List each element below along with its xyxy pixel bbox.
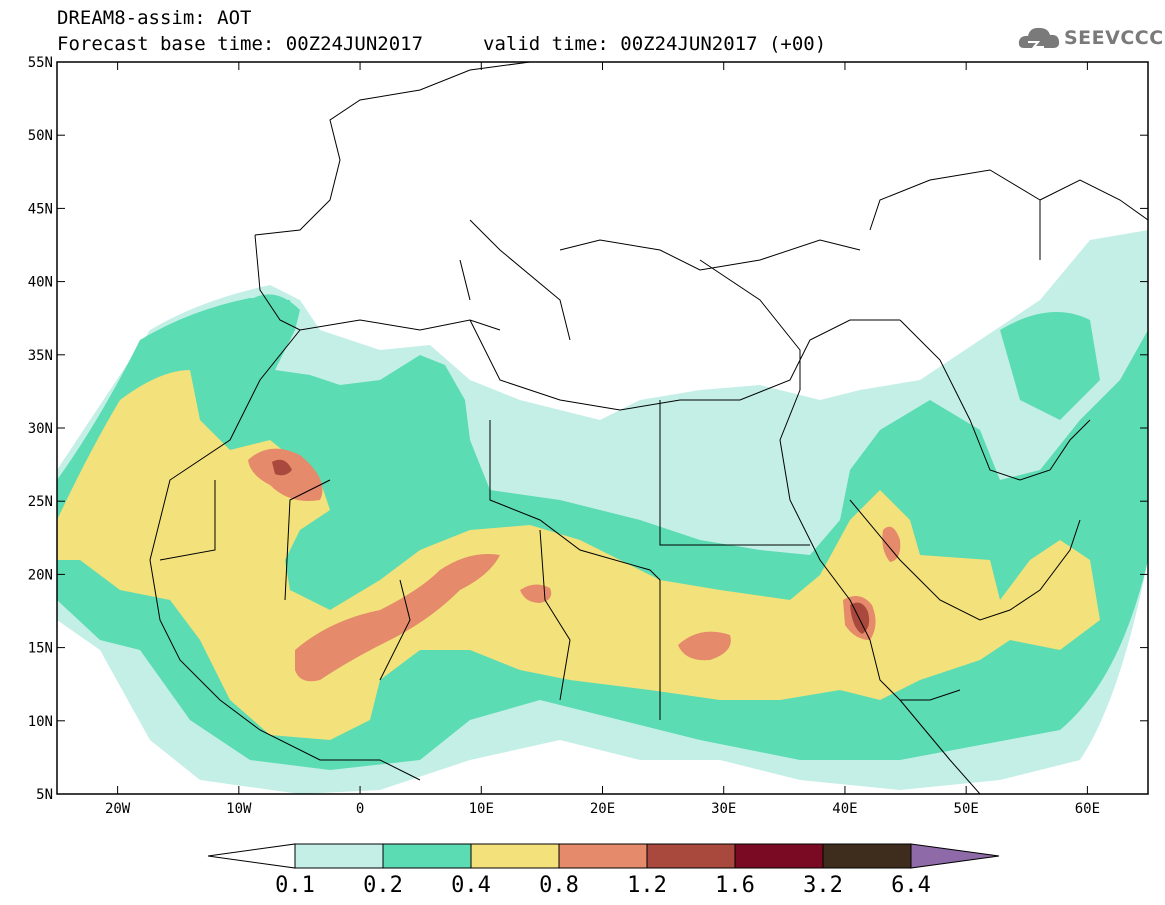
colorbar-segment bbox=[558, 843, 648, 869]
cloud-icon bbox=[1018, 27, 1060, 48]
lat-tick-label: 50N bbox=[28, 128, 53, 144]
colorbar-label: 1.2 bbox=[627, 873, 667, 898]
logo-text: SEEVCCC bbox=[1064, 27, 1164, 49]
colorbar-label: 1.6 bbox=[715, 873, 755, 898]
colorbar-segment bbox=[470, 843, 560, 869]
colorbar bbox=[207, 843, 1000, 869]
lon-tick-label: 40E bbox=[832, 801, 857, 817]
lat-tick-label: 25N bbox=[28, 494, 53, 510]
lon-tick-label: 10E bbox=[469, 801, 494, 817]
lat-tick-label: 35N bbox=[28, 348, 53, 364]
colorbar-segment bbox=[822, 843, 912, 869]
colorbar-low-arrow bbox=[207, 843, 296, 869]
colorbar-label: 3.2 bbox=[803, 873, 843, 898]
colorbar-segment bbox=[294, 843, 384, 869]
forecast-base-time: Forecast base time: 00Z24JUN2017 bbox=[57, 33, 424, 55]
lon-tick-label: 10W bbox=[226, 801, 252, 817]
colorbar-label: 6.4 bbox=[891, 873, 931, 898]
lat-tick-label: 20N bbox=[28, 567, 53, 583]
colorbar-label: 0.1 bbox=[275, 873, 315, 898]
colorbar-label: 0.2 bbox=[363, 873, 403, 898]
colorbar-label: 0.8 bbox=[539, 873, 579, 898]
lat-tick-label: 10N bbox=[28, 714, 53, 730]
lat-tick-label: 45N bbox=[28, 201, 53, 217]
lat-tick-label: 5N bbox=[36, 787, 53, 803]
colorbar-segment bbox=[734, 843, 824, 869]
lat-tick-label: 30N bbox=[28, 421, 53, 437]
valid-time: valid time: 00Z24JUN2017 (+00) bbox=[483, 33, 827, 55]
map-title: DREAM8-assim: AOT bbox=[57, 7, 252, 29]
lon-tick-label: 60E bbox=[1075, 801, 1100, 817]
lon-tick-label: 0 bbox=[356, 801, 364, 817]
lon-tick-label: 20W bbox=[105, 801, 131, 817]
colorbar-label: 0.4 bbox=[451, 873, 491, 898]
lon-tick-label: 30E bbox=[711, 801, 736, 817]
aot-field bbox=[57, 62, 1148, 794]
lon-tick-label: 20E bbox=[590, 801, 615, 817]
lat-tick-label: 40N bbox=[28, 275, 53, 291]
colorbar-segment bbox=[382, 843, 472, 869]
colorbar-segment bbox=[646, 843, 736, 869]
lat-tick-label: 15N bbox=[28, 641, 53, 657]
colorbar-high-arrow bbox=[910, 843, 1000, 869]
lat-tick-label: 55N bbox=[28, 55, 53, 71]
lon-tick-label: 50E bbox=[954, 801, 979, 817]
